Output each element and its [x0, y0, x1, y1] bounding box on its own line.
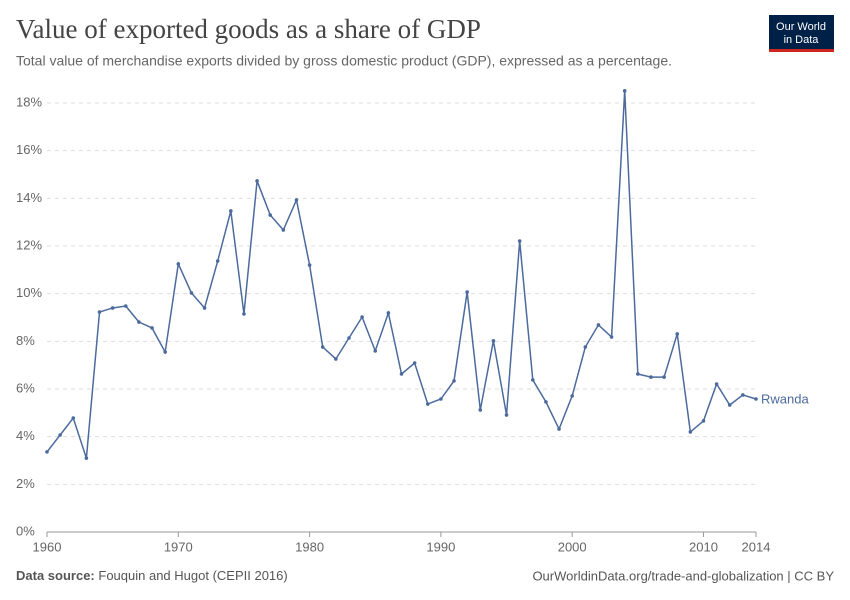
data-point — [662, 375, 666, 379]
source-label: Data source: — [16, 568, 95, 583]
data-point — [701, 419, 706, 423]
data-point — [622, 89, 627, 93]
y-tick-label: 16% — [16, 142, 42, 157]
series-line — [46, 90, 757, 459]
data-point — [123, 304, 128, 308]
data-point — [202, 306, 207, 310]
data-point — [596, 323, 601, 327]
y-tick-label: 10% — [16, 285, 42, 300]
data-point — [727, 403, 732, 407]
data-point — [583, 345, 588, 349]
data-point — [399, 372, 404, 376]
data-point — [150, 326, 154, 330]
data-point — [215, 259, 220, 263]
data-point — [754, 397, 758, 401]
data-point — [110, 306, 115, 310]
data-point — [137, 320, 141, 324]
data-point — [242, 312, 246, 316]
data-point — [636, 372, 640, 376]
data-point — [504, 413, 509, 417]
y-tick-label: 6% — [16, 380, 35, 395]
data-point — [517, 239, 522, 243]
y-tick-label: 12% — [16, 237, 42, 252]
data-point — [163, 350, 167, 354]
series-label: Rwanda — [761, 391, 809, 406]
data-point — [360, 315, 364, 319]
x-tick-label: 1960 — [33, 539, 62, 554]
data-point — [425, 402, 430, 406]
data-point — [255, 179, 259, 183]
logo-text: Our World — [776, 21, 826, 33]
data-point — [97, 310, 102, 314]
logo-bar — [769, 49, 834, 52]
data-point — [294, 198, 299, 202]
footer-source: Data source: Fouquin and Hugot (CEPII 20… — [16, 568, 288, 583]
x-tick-label: 1990 — [426, 539, 455, 554]
chart-subtitle: Total value of merchandise exports divid… — [16, 53, 672, 69]
data-point — [268, 213, 273, 217]
footer-link[interactable]: OurWorldinData.org/trade-and-globalizati… — [532, 568, 834, 583]
y-tick-label: 14% — [16, 190, 42, 205]
data-point — [439, 397, 443, 401]
data-point — [675, 332, 680, 336]
x-tick-label: 2014 — [742, 539, 771, 554]
data-point — [229, 209, 233, 213]
data-point — [412, 361, 417, 365]
data-point — [320, 345, 325, 349]
data-point — [189, 291, 194, 295]
data-point — [373, 349, 378, 353]
y-tick-label: 8% — [16, 333, 35, 348]
data-point — [741, 393, 745, 397]
data-point — [84, 456, 89, 460]
data-point — [307, 263, 312, 267]
data-point — [71, 416, 76, 420]
y-tick-label: 18% — [16, 94, 42, 109]
data-point — [570, 394, 574, 398]
data-point — [688, 430, 693, 434]
data-point — [334, 357, 338, 361]
data-point — [649, 375, 653, 379]
logo-text: in Data — [784, 34, 820, 46]
x-tick-label: 1970 — [164, 539, 193, 554]
data-point — [544, 400, 548, 404]
data-point — [714, 382, 719, 386]
data-point — [465, 290, 469, 294]
data-point — [609, 335, 614, 339]
source: Fouquin and Hugot (CEPII 2016) — [98, 568, 287, 583]
y-tick-label: 2% — [16, 476, 35, 491]
chart-title: Value of exported goods as a share of GD… — [16, 14, 481, 44]
data-point — [557, 427, 561, 431]
data-point — [478, 408, 483, 412]
x-tick-label: 1980 — [295, 539, 324, 554]
x-tick-label: 2000 — [558, 539, 587, 554]
x-tick-label: 2010 — [689, 539, 718, 554]
data-point — [452, 379, 456, 383]
data-point — [45, 450, 49, 454]
data-point — [176, 262, 181, 266]
data-point — [386, 311, 391, 315]
y-tick-label: 4% — [16, 428, 35, 443]
logo-box — [769, 15, 834, 51]
data-point — [347, 336, 351, 340]
data-point — [58, 433, 62, 437]
data-point — [281, 228, 286, 232]
data-point — [491, 339, 496, 343]
logo[interactable]: Our World in Data — [769, 15, 834, 52]
y-tick-label: 0% — [16, 523, 35, 538]
data-point — [530, 378, 535, 382]
